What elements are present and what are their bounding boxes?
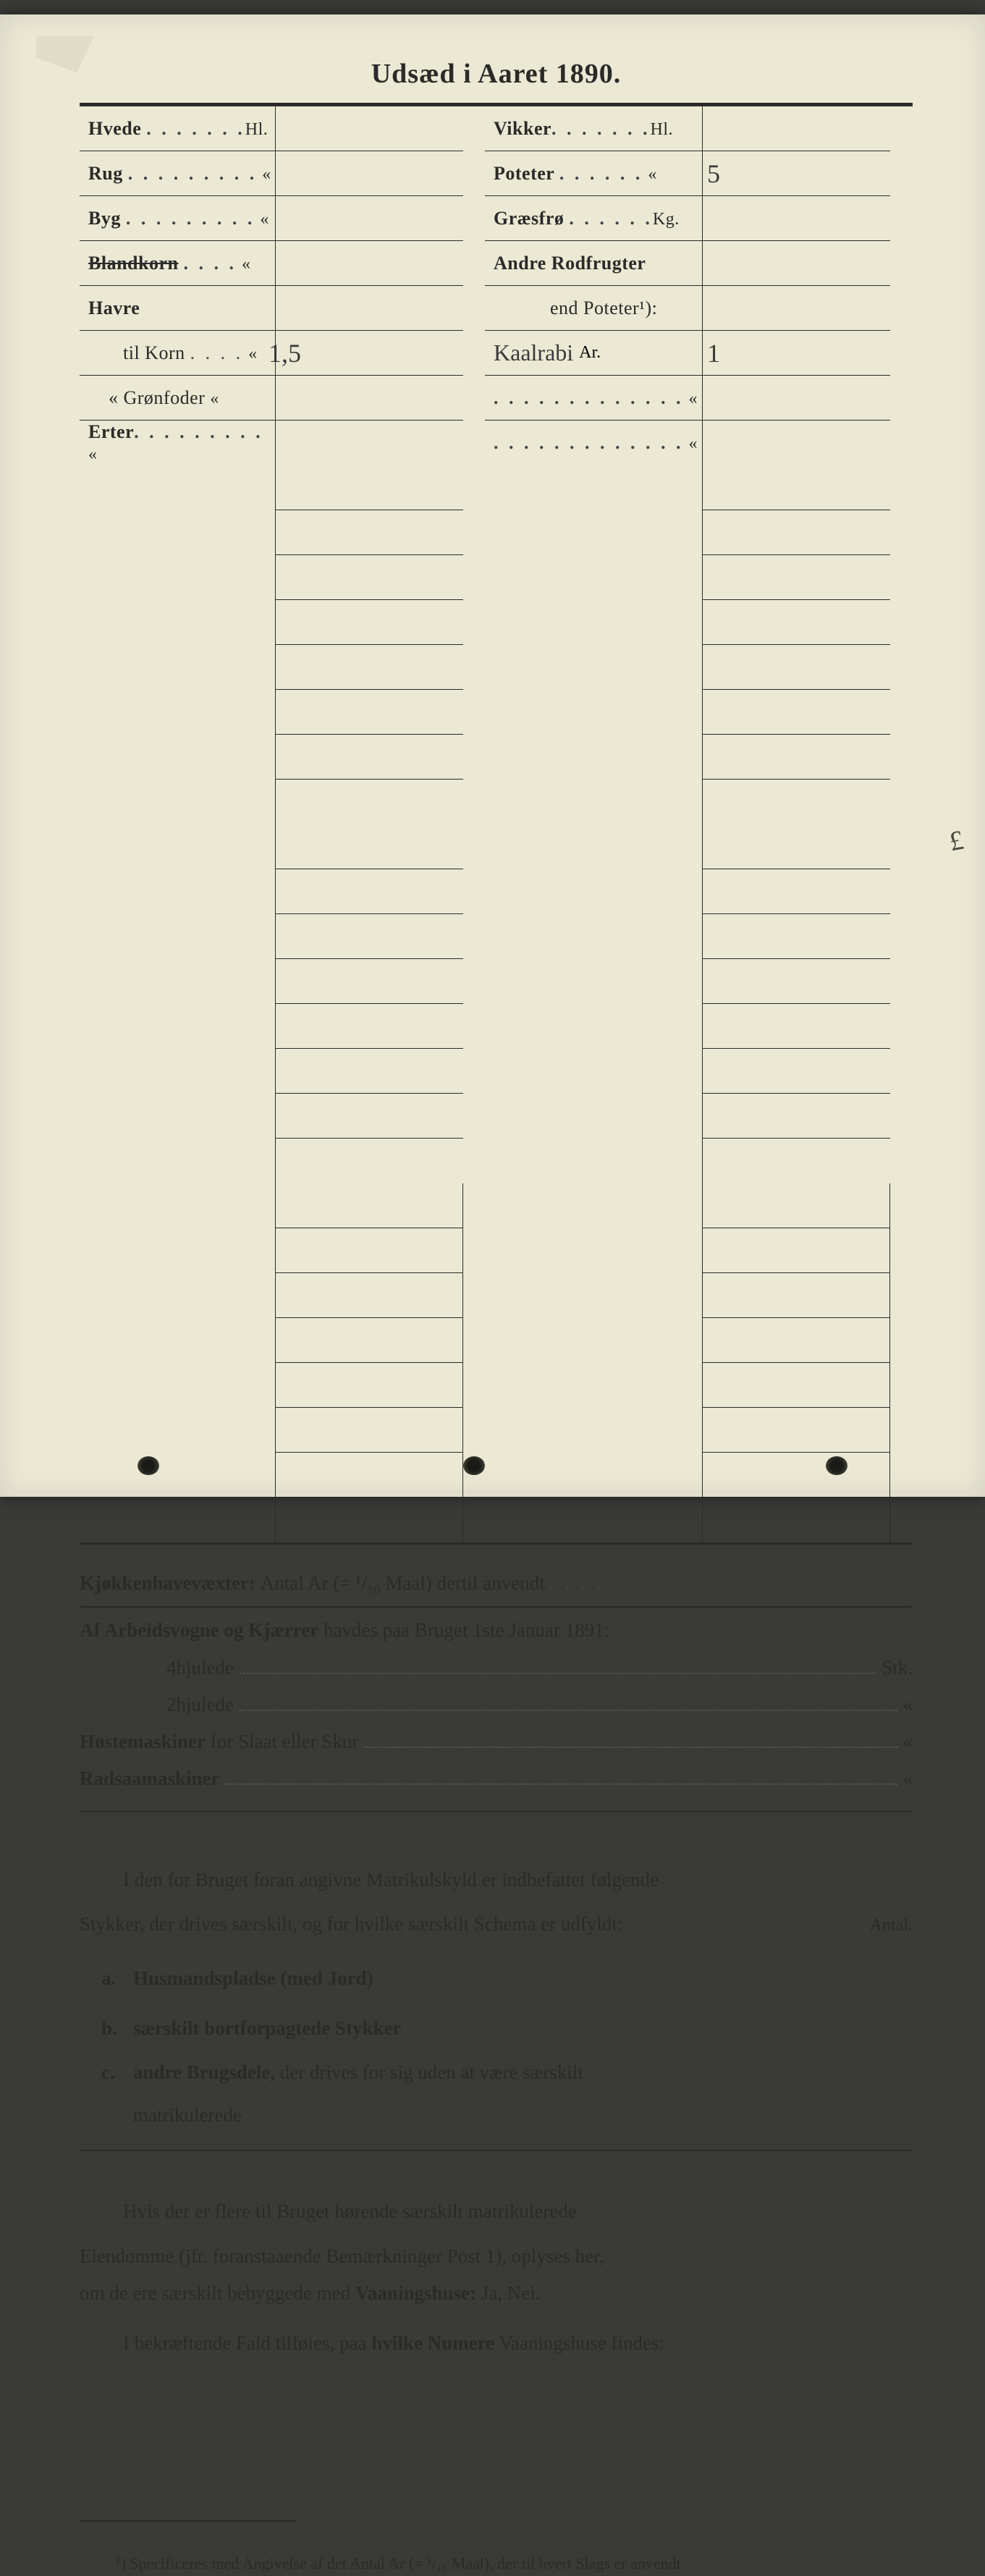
- row-label: til Korn: [123, 342, 185, 363]
- row-label: Havre: [80, 297, 140, 319]
- para2d: Vaaningshuse:: [355, 2282, 476, 2304]
- row-label-struck: Blandkorn: [88, 253, 178, 274]
- rad-unit: «: [903, 1760, 913, 1797]
- left-cells: 1,5: [275, 106, 463, 1542]
- item-b-tag: b.: [101, 2010, 133, 2047]
- hjul4-unit: Stk.: [882, 1650, 913, 1686]
- rad-lead: Radsaamaskiner: [80, 1760, 220, 1797]
- kjokken-text: Antal Ar (= ¹/₁₀ Maal) dertil anvendt: [261, 1565, 545, 1602]
- para2e: Ja, Nei.: [481, 2282, 541, 2304]
- right-cells: 51: [702, 106, 890, 1542]
- side-mark: £: [947, 824, 965, 858]
- right-labels: Vikker. . . . . . .Hl. Poteter . . . . .…: [485, 106, 702, 1542]
- row-label: Vikker: [494, 118, 551, 139]
- arbeid-text: havdes paa Bruget 1ste Januar 1891:: [324, 1612, 609, 1649]
- punch-hole: [463, 1456, 485, 1475]
- item-a-hand: underbrugs nr 1-8: [378, 1955, 544, 1999]
- hoste-unit: «: [903, 1723, 913, 1760]
- item-c-rest: der drives for sig uden at være særskilt: [280, 2054, 583, 2091]
- hand-label: Kaalrabi: [485, 339, 573, 366]
- para3c: Vaaningshuse findes:: [499, 2332, 664, 2354]
- hand-value: 1: [707, 338, 720, 368]
- row-label: « Grønfoder: [109, 387, 205, 408]
- hand-value: 1,5: [269, 338, 301, 368]
- para3a: I bekræftende Fald tilføies, paa: [123, 2332, 367, 2354]
- row-label: end Poteter¹):: [485, 297, 657, 319]
- crop-table: Hvede . . . . . . .Hl. Rug . . . . . . .…: [80, 106, 913, 1545]
- item-a-bold: Husmandspladse (med Jord): [133, 1960, 373, 1997]
- row-label: Andre Rodfrugter: [485, 253, 646, 274]
- hoste-lead: Høstemaskiner: [80, 1723, 206, 1760]
- antal-label: Antal.: [870, 1909, 913, 1943]
- para2a: Hvis der er flere til Bruget hørende sær…: [80, 2195, 913, 2229]
- item-b-bold: særskilt bortforpagtede Stykker: [133, 2010, 401, 2047]
- left-labels: Hvede . . . . . . .Hl. Rug . . . . . . .…: [80, 106, 275, 1542]
- footnote: ¹) Specificeres med Angivelse af det Ant…: [80, 2551, 913, 2576]
- row-label: Rug: [88, 163, 123, 184]
- item-a-count: 1: [544, 1950, 558, 2002]
- para3b: hvilke Numere: [371, 2332, 494, 2354]
- hoste-text: for Slaat eller Skur: [211, 1723, 359, 1760]
- column-gap: [463, 106, 485, 1542]
- item-c-bold: andre Brugsdele,: [133, 2054, 275, 2091]
- punch-hole: [138, 1456, 159, 1475]
- hjul2-unit: «: [903, 1686, 913, 1723]
- para1a: I den for Bruget foran angivne Matrikuls…: [80, 1863, 913, 1897]
- section-kjokken: Kjøkkenhavevæxter: Antal Ar (= ¹/₁₀ Maal…: [80, 1565, 913, 1812]
- row-label: Erter: [88, 421, 134, 442]
- row-label: Byg: [88, 208, 121, 229]
- section-matric: I den for Bruget foran angivne Matrikuls…: [80, 1863, 913, 2152]
- kjokken-lead: Kjøkkenhavevæxter:: [80, 1565, 255, 1602]
- para1b: Stykker, der drives særskilt, og for hvi…: [80, 1906, 622, 1943]
- para2c: om de ere særskilt bebyggede med: [80, 2282, 350, 2304]
- item-c-tag: c.: [101, 2054, 133, 2091]
- para2b: Eiendomme (jfr. foranstaaende Bemærkning…: [80, 2238, 913, 2275]
- row-label: Hvede: [88, 118, 141, 139]
- item-c-cont: matrikulerede: [133, 2097, 242, 2134]
- hjul2-label: 2hjulede: [166, 1686, 234, 1723]
- row-label: Poteter: [494, 163, 554, 184]
- row-label: Græsfrø: [494, 208, 564, 229]
- letter-list: a. Husmandspladse (med Jord) underbrugs …: [80, 1950, 913, 2134]
- item-a-tag: a.: [101, 1960, 133, 1997]
- section-dwelling: Hvis der er flere til Bruget hørende sær…: [80, 2195, 913, 2360]
- footnote-rule: [80, 2520, 297, 2522]
- hand-value: 5: [707, 159, 720, 189]
- page-title: Udsæd i Aaret 1890.: [80, 58, 913, 90]
- hjul4-label: 4hjulede: [166, 1650, 234, 1686]
- document-page: Udsæd i Aaret 1890. Hvede . . . . . . .H…: [0, 14, 985, 1497]
- punch-hole: [826, 1456, 847, 1475]
- arbeid-lead: Af Arbeidsvogne og Kjærrer: [80, 1612, 318, 1649]
